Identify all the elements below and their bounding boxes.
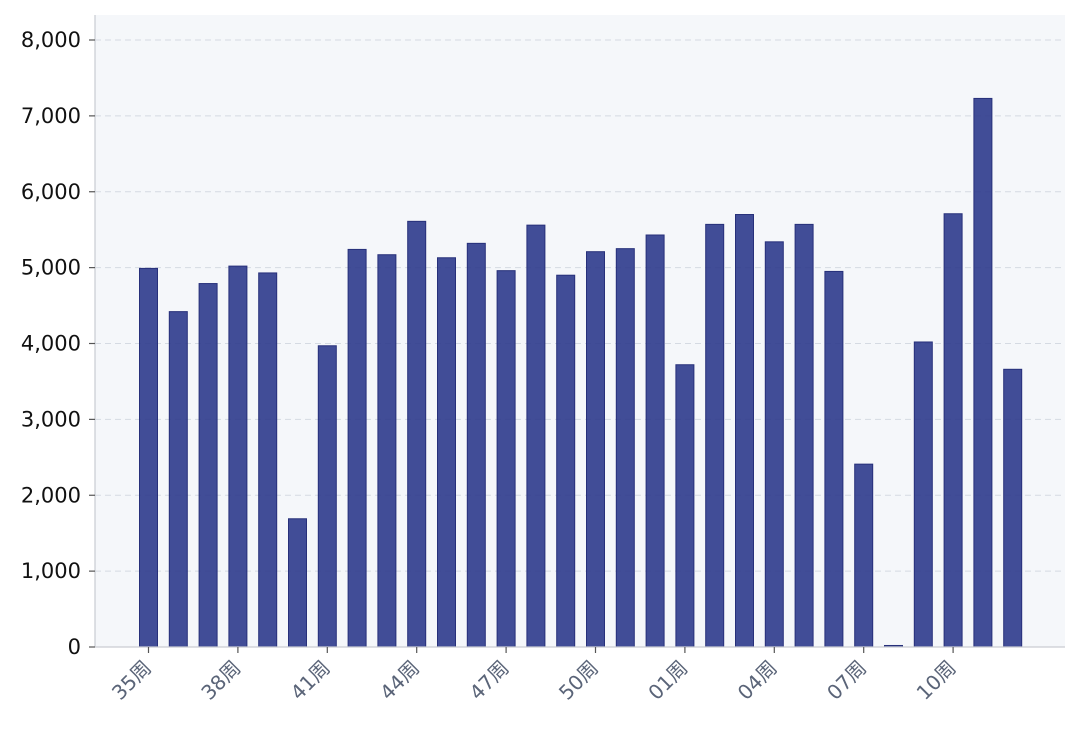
y-grid <box>95 39 1065 572</box>
bar <box>1003 368 1023 648</box>
y-axis-ticks: 0 1,000 2,000 3,000 4,000 5,000 6,000 7,000 8,00… <box>21 28 95 659</box>
bar <box>645 234 665 648</box>
y-tick-label: 7,000 <box>21 104 81 128</box>
bar <box>347 248 367 648</box>
y-tick-label: 0 <box>68 635 81 659</box>
x-tick-label: 10周 <box>912 656 961 705</box>
bar <box>258 272 278 648</box>
x-tick-label: 47周 <box>465 656 514 705</box>
bar <box>139 267 158 648</box>
bar <box>377 254 397 648</box>
x-tick-label: 01周 <box>643 656 692 705</box>
y-tick-label: 3,000 <box>21 407 81 431</box>
bar <box>615 248 635 648</box>
bar <box>973 97 993 648</box>
x-tick-label: 35周 <box>107 656 156 705</box>
bar <box>586 251 605 648</box>
y-tick-label: 5,000 <box>21 256 81 280</box>
bar <box>437 257 456 648</box>
plot-background <box>95 15 1065 647</box>
bar <box>466 242 486 648</box>
x-tick-label: 04周 <box>733 656 782 705</box>
x-tick-label: 38周 <box>196 656 245 705</box>
bar <box>168 311 188 648</box>
bar <box>288 518 307 648</box>
bar <box>735 214 754 648</box>
bar <box>526 224 546 648</box>
x-tick-label: 41周 <box>286 656 335 705</box>
bar <box>943 213 963 648</box>
y-tick-label: 8,000 <box>21 28 81 52</box>
x-axis-ticks: 35周 38周 41周 44周 47周 50周 01周 04周 07周 10周 <box>107 647 961 705</box>
bar <box>317 345 337 648</box>
x-tick-label: 50周 <box>554 656 603 705</box>
bar <box>705 223 725 648</box>
bar <box>496 270 516 648</box>
bar <box>228 265 248 648</box>
x-tick-label: 07周 <box>822 656 871 705</box>
bar <box>824 270 844 648</box>
bar <box>198 283 218 648</box>
bar <box>854 463 874 648</box>
bar <box>913 341 933 648</box>
bar <box>764 241 784 648</box>
bar <box>794 223 814 648</box>
y-tick-label: 4,000 <box>21 332 81 356</box>
bar <box>556 274 576 648</box>
bar <box>407 220 427 648</box>
bar <box>675 364 695 648</box>
y-tick-label: 2,000 <box>21 483 81 507</box>
bars <box>139 97 1023 648</box>
y-tick-label: 1,000 <box>21 559 81 583</box>
y-tick-label: 6,000 <box>21 180 81 204</box>
x-tick-label: 44周 <box>375 656 424 705</box>
